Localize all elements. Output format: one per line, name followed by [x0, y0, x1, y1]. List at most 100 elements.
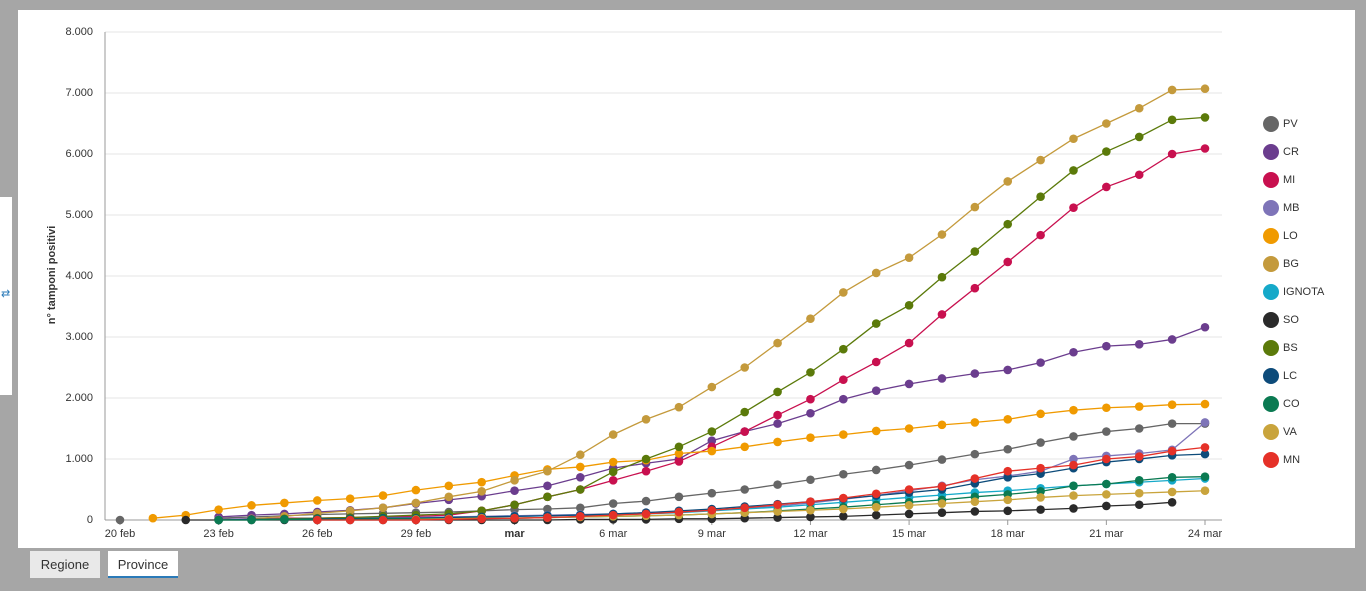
data-point: [904, 424, 914, 433]
data-point: [806, 314, 815, 324]
data-point: [740, 442, 749, 452]
data-point: [904, 501, 914, 510]
data-point: [970, 283, 980, 293]
legend-marker: [1263, 116, 1279, 132]
data-point: [576, 473, 585, 482]
data-point: [937, 499, 947, 508]
data-point: [970, 202, 980, 212]
y-tick-label: 3.000: [65, 331, 93, 343]
data-point: [871, 489, 881, 499]
data-point: [674, 402, 684, 412]
data-point: [1200, 322, 1210, 332]
y-axis-label: n° tamponi positivi: [46, 226, 58, 325]
data-point: [806, 394, 815, 404]
data-point: [641, 509, 651, 519]
data-point: [806, 475, 815, 485]
legend-label: MN: [1283, 454, 1300, 466]
data-point: [576, 450, 585, 460]
data-point: [1102, 454, 1111, 464]
data-point: [970, 474, 980, 483]
data-point: [1200, 418, 1210, 427]
data-point: [937, 272, 947, 282]
data-point: [740, 485, 749, 494]
data-point: [1069, 460, 1078, 470]
legend-label: MI: [1283, 174, 1295, 186]
data-point: [1003, 466, 1013, 476]
data-point: [1102, 147, 1111, 156]
legend-marker: [1263, 452, 1279, 468]
data-point: [312, 515, 322, 525]
side-toggle[interactable]: ⇄: [0, 197, 12, 395]
data-point: [839, 512, 848, 521]
data-point: [904, 253, 914, 262]
data-point: [773, 437, 782, 447]
data-point: [1069, 454, 1078, 464]
legend-label: LO: [1283, 230, 1298, 242]
series-line: [218, 147, 1206, 521]
data-point: [1200, 472, 1210, 481]
x-tick-label: 9 mar: [698, 528, 726, 540]
data-point: [773, 419, 782, 428]
x-tick-label: 20 feb: [105, 528, 136, 540]
legend-marker: [1263, 424, 1279, 440]
data-point: [543, 513, 552, 522]
data-point: [608, 430, 618, 439]
data-point: [1102, 182, 1111, 192]
legend-label: MB: [1283, 202, 1300, 214]
x-tick-label: 12 mar: [793, 528, 828, 540]
data-point: [608, 467, 618, 477]
data-point: [1102, 427, 1111, 436]
data-point: [543, 481, 552, 491]
data-point: [871, 357, 881, 367]
data-point: [1003, 506, 1013, 516]
data-point: [345, 515, 355, 525]
data-point: [280, 498, 289, 508]
legend-label: LC: [1283, 370, 1297, 382]
y-tick-label: 1.000: [65, 453, 93, 465]
y-tick-label: 7.000: [65, 87, 93, 99]
legend-label: CR: [1283, 146, 1299, 158]
data-point: [641, 496, 651, 506]
x-tick-label: 23 feb: [203, 528, 234, 540]
data-point: [1134, 340, 1144, 349]
data-point: [1036, 192, 1045, 201]
data-point: [214, 505, 223, 514]
data-point: [806, 408, 815, 418]
data-point: [1167, 419, 1177, 428]
data-point: [641, 466, 651, 476]
data-point: [904, 460, 914, 470]
data-point: [674, 449, 684, 458]
data-point: [871, 268, 881, 278]
data-point: [477, 506, 486, 516]
data-point: [641, 454, 651, 464]
tab[interactable]: Regione: [30, 551, 100, 578]
x-tick-label: 15 mar: [892, 528, 927, 540]
data-point: [871, 502, 881, 512]
data-point: [444, 492, 454, 502]
data-point: [806, 433, 815, 442]
data-point: [345, 494, 355, 503]
data-point: [1102, 341, 1111, 351]
data-point: [1134, 103, 1144, 113]
data-point: [773, 480, 782, 489]
data-point: [674, 457, 684, 466]
data-point: [871, 465, 881, 475]
data-point: [1003, 219, 1013, 229]
data-point: [806, 512, 815, 522]
data-point: [1069, 481, 1078, 491]
data-point: [1200, 399, 1210, 409]
data-point: [773, 507, 782, 516]
data-point: [1200, 449, 1210, 459]
data-point: [1069, 134, 1078, 144]
data-point: [378, 503, 388, 513]
legend-label: PV: [1283, 118, 1298, 130]
x-tick-label: 29 feb: [401, 528, 432, 540]
data-point: [1069, 166, 1078, 175]
legend-label: VA: [1283, 426, 1298, 438]
data-point: [740, 427, 749, 436]
legend-label: BS: [1283, 342, 1298, 354]
data-point: [773, 500, 782, 510]
tab-active[interactable]: Province: [108, 551, 178, 578]
data-point: [1134, 132, 1144, 142]
